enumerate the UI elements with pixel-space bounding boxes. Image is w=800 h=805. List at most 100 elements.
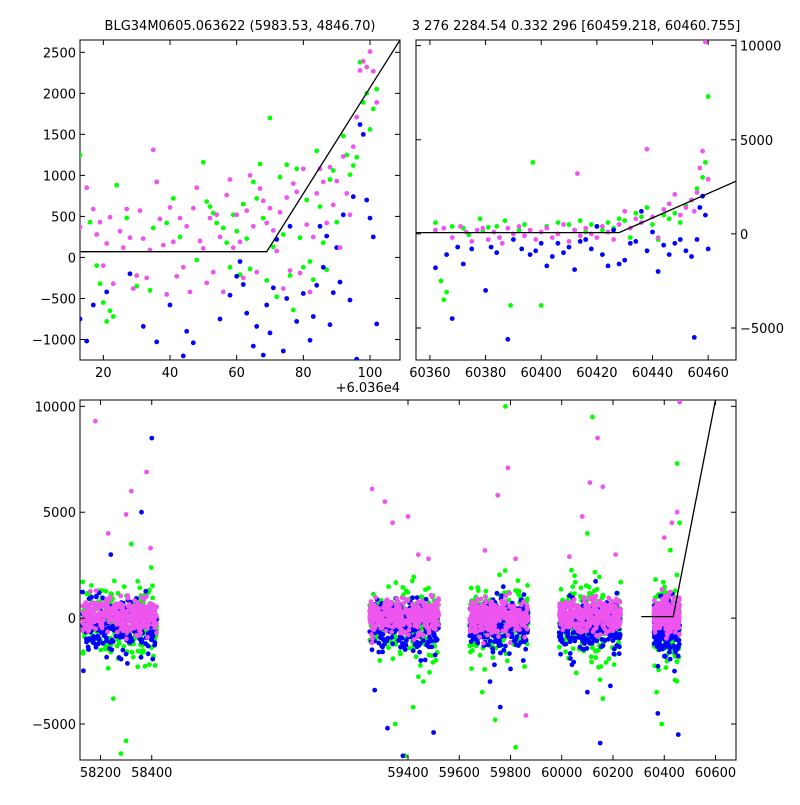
magenta-data-point [414, 609, 420, 615]
green-data-point [297, 235, 303, 241]
green-outlier-point [590, 414, 595, 420]
magenta-data-point [533, 237, 539, 242]
green-data-point [427, 669, 432, 675]
green-data-point [469, 666, 474, 671]
green-data-point [530, 160, 536, 165]
blue-data-point [254, 324, 260, 329]
magenta-data-point [92, 615, 97, 621]
magenta-data-point [428, 624, 434, 630]
magenta-data-point [500, 628, 506, 634]
magenta-data-point [651, 626, 657, 631]
blue-data-point [611, 227, 616, 233]
magenta-data-point [105, 629, 110, 635]
x-tick-label: 60360 [409, 366, 450, 381]
green-data-point [703, 160, 708, 165]
green-data-point [406, 645, 412, 651]
x-tick-label: 59400 [387, 766, 428, 781]
green-data-point [611, 662, 617, 667]
blue-data-point [677, 237, 683, 242]
blue-data-point [583, 237, 589, 242]
green-data-point [572, 579, 578, 585]
blue-data-point [703, 212, 708, 218]
green-data-point [100, 300, 106, 305]
green-data-point [566, 222, 572, 227]
magenta-data-point [585, 622, 590, 628]
green-data-point [477, 652, 483, 658]
magenta-data-point [483, 594, 489, 600]
magenta-data-point [152, 607, 158, 613]
magenta-data-point [127, 235, 133, 241]
y-tick-label: 5000 [43, 506, 76, 521]
magenta-data-point [217, 234, 223, 240]
x-tick-label: 60 [228, 366, 245, 381]
magenta-data-point [412, 623, 417, 629]
blue-data-point [599, 644, 604, 650]
magenta-data-point [633, 216, 639, 222]
magenta-data-point [117, 228, 123, 234]
green-data-point [573, 670, 579, 676]
blue-data-point [576, 635, 582, 640]
magenta-outlier-point [426, 556, 431, 562]
blue-outlier-point [372, 687, 378, 693]
green-data-point [403, 588, 409, 594]
magenta-data-point [157, 216, 163, 222]
magenta-data-point [480, 626, 486, 632]
blue-outlier-point [431, 730, 436, 735]
blue-data-point [370, 234, 376, 240]
magenta-data-point [244, 208, 250, 214]
blue-data-point [167, 302, 173, 308]
plot-area [80, 40, 400, 360]
blue-data-point [267, 330, 273, 336]
green-outlier-point [118, 751, 124, 756]
magenta-data-point [373, 595, 378, 600]
green-data-point [204, 199, 210, 205]
blue-data-point [100, 595, 106, 601]
magenta-data-point [379, 618, 384, 624]
blue-data-point [389, 635, 395, 640]
blue-data-point [475, 640, 481, 646]
magenta-data-point [388, 602, 393, 608]
green-data-point [250, 179, 256, 185]
magenta-data-point [478, 610, 483, 615]
magenta-data-point [527, 227, 533, 233]
green-data-point [254, 196, 260, 201]
blue-data-point [644, 248, 650, 254]
magenta-data-point [207, 215, 213, 221]
magenta-data-point [88, 588, 93, 594]
magenta-data-point [118, 593, 124, 599]
plot-frame [79, 399, 737, 761]
magenta-data-point [469, 239, 475, 244]
green-data-point [370, 106, 376, 112]
magenta-data-point [406, 632, 411, 638]
blue-data-point [127, 639, 132, 645]
green-data-point [164, 220, 170, 226]
magenta-data-point [125, 593, 131, 598]
green-data-point [508, 303, 513, 308]
blue-data-point [104, 654, 109, 660]
blue-data-point [190, 340, 196, 346]
green-data-point [563, 649, 568, 655]
magenta-data-point [124, 630, 130, 636]
magenta-data-point [420, 613, 425, 619]
green-data-point [194, 257, 200, 263]
green-data-point [400, 585, 406, 590]
magenta-outlier-point [128, 488, 134, 494]
magenta-data-point [505, 632, 511, 638]
blue-data-point [490, 649, 496, 655]
magenta-data-point [93, 588, 99, 593]
magenta-data-point [164, 292, 170, 297]
magenta-data-point [405, 611, 411, 617]
green-data-point [102, 646, 108, 652]
magenta-data-point [421, 602, 427, 608]
green-data-point [627, 235, 633, 241]
green-data-point [327, 177, 333, 182]
blue-data-point [385, 635, 391, 641]
green-data-point [513, 588, 518, 593]
green-data-point [557, 644, 562, 650]
blue-data-point [657, 640, 662, 646]
magenta-outlier-point [390, 520, 395, 526]
magenta-data-point [449, 235, 455, 241]
y-tick-label: 2000 [43, 87, 76, 102]
magenta-data-point [669, 619, 675, 625]
blue-data-point [434, 637, 440, 643]
